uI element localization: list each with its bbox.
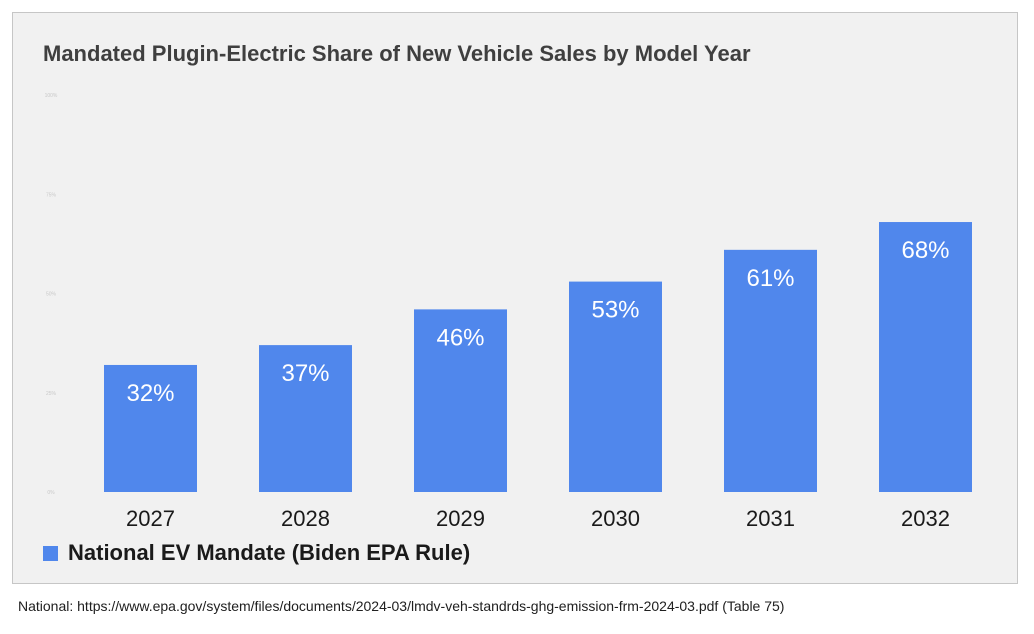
x-tick-label: 2029: [436, 506, 485, 531]
bar-data-label: 68%: [901, 237, 949, 264]
bar-data-label: 61%: [746, 265, 794, 292]
bar-data-label: 53%: [591, 297, 639, 324]
bar-2029: [414, 309, 507, 492]
x-tick-label: 2028: [281, 506, 330, 531]
legend: National EV Mandate (Biden EPA Rule): [43, 540, 470, 566]
y-tick-label: 75%: [46, 192, 57, 198]
y-tick-label: 25%: [46, 391, 57, 397]
bar-2030: [569, 281, 662, 492]
bar-data-label: 37%: [281, 360, 329, 387]
y-tick-label: 0%: [47, 490, 55, 496]
x-tick-label: 2030: [591, 506, 640, 531]
bars-group: [104, 222, 972, 493]
y-tick-label: 100%: [45, 93, 58, 99]
legend-label: National EV Mandate (Biden EPA Rule): [68, 540, 471, 565]
bar-2032: [879, 222, 972, 493]
bar-data-label: 32%: [126, 380, 174, 407]
x-tick-label: 2027: [126, 506, 175, 531]
x-tick-label: 2032: [901, 506, 950, 531]
bar-data-label: 46%: [436, 324, 484, 351]
bar-labels-group: 32% 37% 46% 53% 61% 68%: [126, 237, 949, 407]
x-axis-ticks: 2027 2028 2029 2030 2031 2032: [126, 506, 950, 531]
y-tick-label: 50%: [46, 292, 57, 298]
legend-swatch: [43, 545, 58, 561]
y-axis-ticks: 0% 25% 50% 75% 100%: [45, 93, 58, 496]
x-tick-label: 2031: [746, 506, 795, 531]
bar-2031: [724, 249, 817, 492]
bar-chart-plot: 0%25%50%75%100% 32%37%46%53%61%68% 2027 2…: [45, 93, 972, 531]
source-note: National: https://www.epa.gov/system/fil…: [18, 598, 785, 614]
bar-2028: [259, 345, 352, 492]
bar-2027: [104, 364, 197, 492]
chart-panel: Mandated Plugin-Electric Share of New Ve…: [12, 12, 1018, 584]
chart-title: Mandated Plugin-Electric Share of New Ve…: [43, 41, 751, 66]
